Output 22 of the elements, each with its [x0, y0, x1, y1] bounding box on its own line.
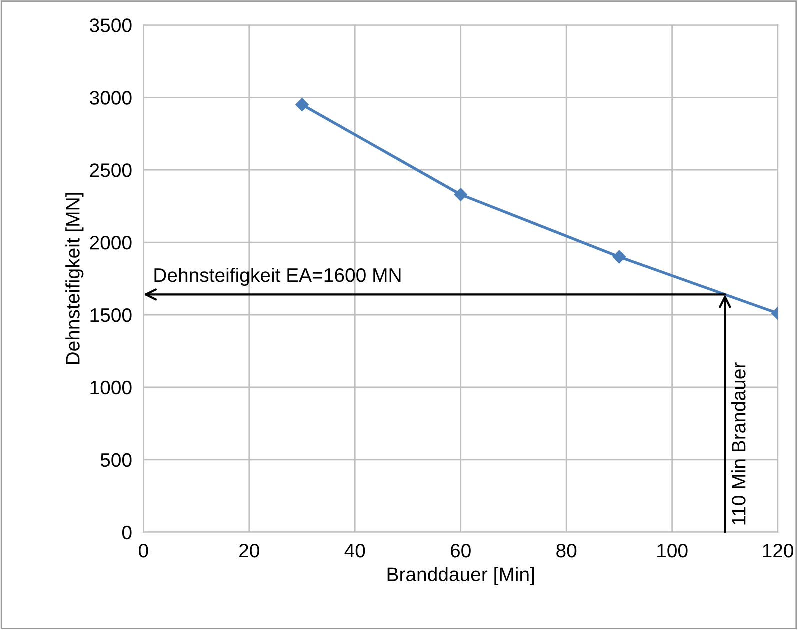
y-tick-label: 0 [122, 526, 132, 540]
annotation: 110 Min Brandauer [732, 362, 746, 525]
point [612, 250, 626, 264]
y-tick-label: 1000 [90, 380, 132, 395]
y-tick-label: 3000 [90, 91, 132, 105]
x-tick-label: 40 [344, 544, 366, 558]
y-tick-label: 1500 [90, 308, 132, 322]
point [296, 98, 309, 112]
annotation: Dehnsteifigkeit EA=1600 MN [154, 268, 401, 286]
y-tick-label: 3500 [90, 18, 132, 32]
x-tick-label: 120 [763, 544, 794, 558]
x-tick-label: 60 [451, 544, 471, 558]
y-tick-label: 2000 [90, 236, 132, 250]
x-tick-label: 100 [658, 544, 688, 558]
y-tick-label: 500 [100, 453, 132, 468]
x-tick-label: 80 [556, 544, 577, 558]
point [454, 188, 468, 202]
y-tick-label: 2500 [90, 164, 132, 178]
x-tick-label: 20 [240, 544, 260, 558]
x-tick-label: 0 [138, 544, 148, 558]
y-axis-title: Dehnsteifigkeit [MN] [66, 193, 84, 364]
x-axis-title: Branddauer [Min] [388, 567, 534, 586]
